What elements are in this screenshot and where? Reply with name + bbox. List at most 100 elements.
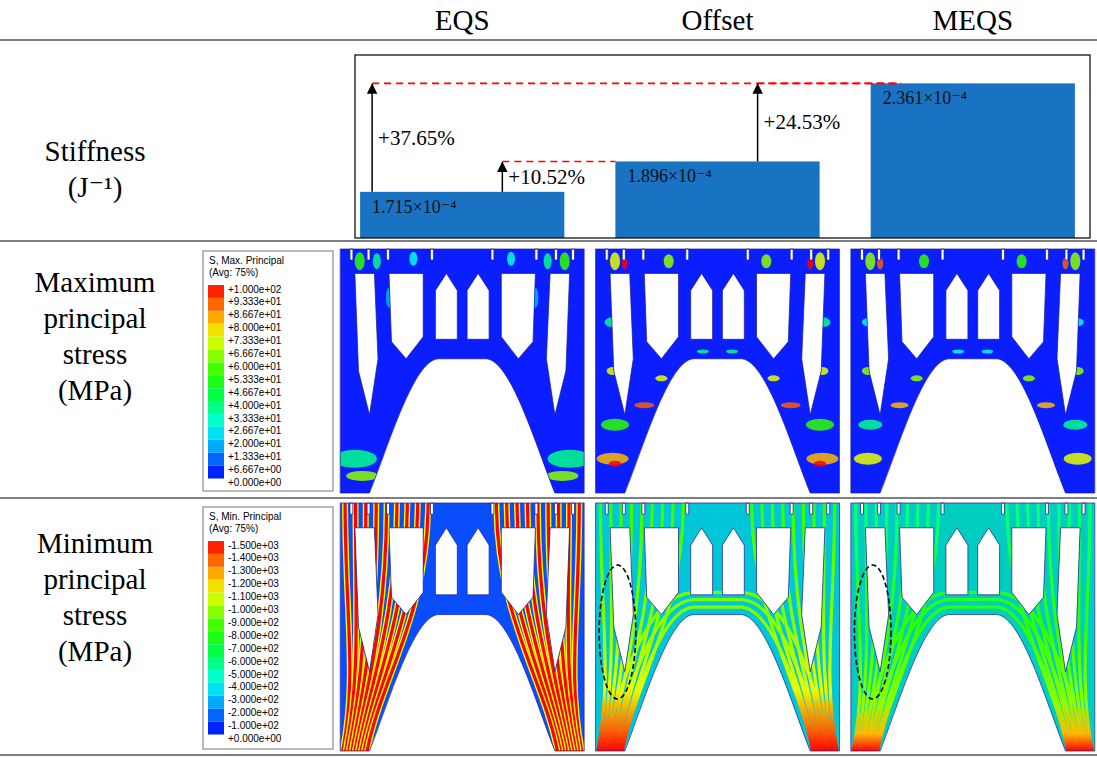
- row-label: stress: [63, 338, 127, 370]
- legend-swatch: [208, 567, 224, 580]
- legend-box: [203, 251, 333, 491]
- legend-swatch: [208, 709, 224, 722]
- contour-outline: [851, 503, 1095, 751]
- stress-hotspot: [920, 290, 928, 306]
- legend-tick-label: -1.000e+03: [228, 604, 279, 615]
- stress-hotspot: [367, 335, 373, 359]
- contour-body: [340, 503, 584, 751]
- stress-hotspot: [806, 419, 834, 431]
- legend-tick-label: -1.300e+03: [228, 565, 279, 576]
- stress-hotspot: [552, 335, 558, 359]
- legend-tick-label: +2.667e+01: [228, 425, 282, 436]
- legend-swatch: [208, 388, 224, 401]
- stress-hotspot: [655, 375, 667, 381]
- annotation-label: +24.53%: [764, 110, 841, 134]
- legend-swatch: [208, 554, 224, 567]
- stress-hotspot: [768, 375, 780, 381]
- stress-hotspot: [781, 402, 801, 408]
- row-label: (MPa): [58, 635, 132, 668]
- stress-contour-panel: [851, 249, 1095, 493]
- legend-tick-label: -3.000e+02: [228, 694, 279, 705]
- contour-ground: [596, 249, 840, 493]
- reference-line: [758, 83, 901, 85]
- contour-body: [596, 503, 840, 751]
- stress-hotspot: [601, 419, 629, 431]
- plot-frame: [355, 55, 1090, 238]
- row-label: Maximum: [35, 266, 156, 298]
- bar: [615, 161, 819, 238]
- stress-hotspot: [911, 375, 923, 381]
- stress-hotspot: [605, 317, 621, 327]
- stress-hotspot: [1063, 420, 1087, 430]
- stress-hotspot: [697, 350, 709, 354]
- stress-hotspot: [532, 288, 538, 308]
- stress-hotspot: [507, 252, 515, 266]
- legend-tick-label: -8.000e+02: [228, 630, 279, 641]
- stress-hotspot: [761, 254, 771, 268]
- contour-body: [596, 249, 840, 493]
- contour-ground: [340, 249, 584, 493]
- stress-band: [853, 503, 860, 751]
- row-label: principal: [43, 302, 146, 334]
- stress-hotspot: [981, 350, 993, 354]
- contour-ground: [851, 249, 1095, 493]
- stress-hotspot: [877, 258, 883, 270]
- stress-hotspot: [858, 420, 882, 430]
- legend-swatch: [208, 722, 224, 735]
- legend-tick-label: -6.000e+02: [228, 656, 279, 667]
- stress-hotspot: [762, 290, 770, 306]
- legend-swatch: [208, 427, 224, 440]
- legend-swatch: [208, 631, 224, 644]
- highlight-ellipse: [599, 565, 636, 699]
- table-rule: [0, 497, 1097, 498]
- row-label: Minimum: [37, 527, 153, 559]
- contour-outline: [596, 503, 840, 751]
- legend-swatch: [208, 401, 224, 414]
- bar: [360, 192, 564, 238]
- stress-hotspot: [952, 350, 964, 354]
- stress-hotspot: [865, 252, 875, 270]
- stress-hotspot: [546, 471, 578, 481]
- stress-hotspot: [609, 461, 621, 467]
- stress-band: [830, 503, 837, 751]
- legend-tick-label: +8.667e+01: [228, 309, 282, 320]
- contour-ground: [340, 503, 584, 751]
- contour-body: [333, 249, 592, 493]
- stress-band: [858, 592, 1087, 751]
- legend-tick-label: +2.000e+01: [228, 438, 282, 449]
- stress-hotspot: [1023, 375, 1035, 381]
- row-label: Stiffness: [45, 135, 146, 167]
- stress-hotspot: [386, 288, 392, 308]
- contour-body: [851, 249, 1095, 493]
- reference-line: [372, 83, 901, 85]
- legend-tick-label: -1.100e+03: [228, 591, 279, 602]
- contour-outline: [596, 249, 840, 493]
- stress-hotspot: [816, 367, 828, 375]
- highlight-ellipse: [854, 565, 891, 699]
- table-rule: [0, 39, 1097, 40]
- stress-hotspot: [891, 402, 909, 408]
- bar: [871, 83, 1075, 238]
- legend-tick-label: -1.000e+02: [228, 720, 279, 731]
- legend-tick-label: -5.000e+02: [228, 669, 279, 680]
- legend-box: [203, 507, 333, 749]
- stress-hotspot: [862, 367, 874, 375]
- legend-swatch: [208, 683, 224, 696]
- table-rule: [0, 754, 1097, 755]
- stress-hotspot: [622, 258, 628, 270]
- stress-band: [610, 600, 825, 751]
- legend-tick-label: +4.000e+01: [228, 400, 282, 411]
- legend-tick-label: +7.333e+01: [228, 335, 282, 346]
- legend-title: (Avg: 75%): [209, 267, 258, 278]
- stress-hotspot: [1037, 402, 1055, 408]
- stress-hotspot: [610, 252, 620, 270]
- legend-tick-label: +8.000e+01: [228, 322, 282, 333]
- stress-hotspot: [807, 258, 813, 270]
- contour-ground: [596, 503, 840, 751]
- stress-hotspot: [409, 252, 417, 266]
- stress-hotspot: [1072, 367, 1084, 375]
- contour-outline: [851, 249, 1095, 493]
- legend-swatch: [208, 350, 224, 363]
- legend-tick-label: -1.400e+03: [228, 552, 279, 563]
- legend-swatch: [208, 466, 224, 479]
